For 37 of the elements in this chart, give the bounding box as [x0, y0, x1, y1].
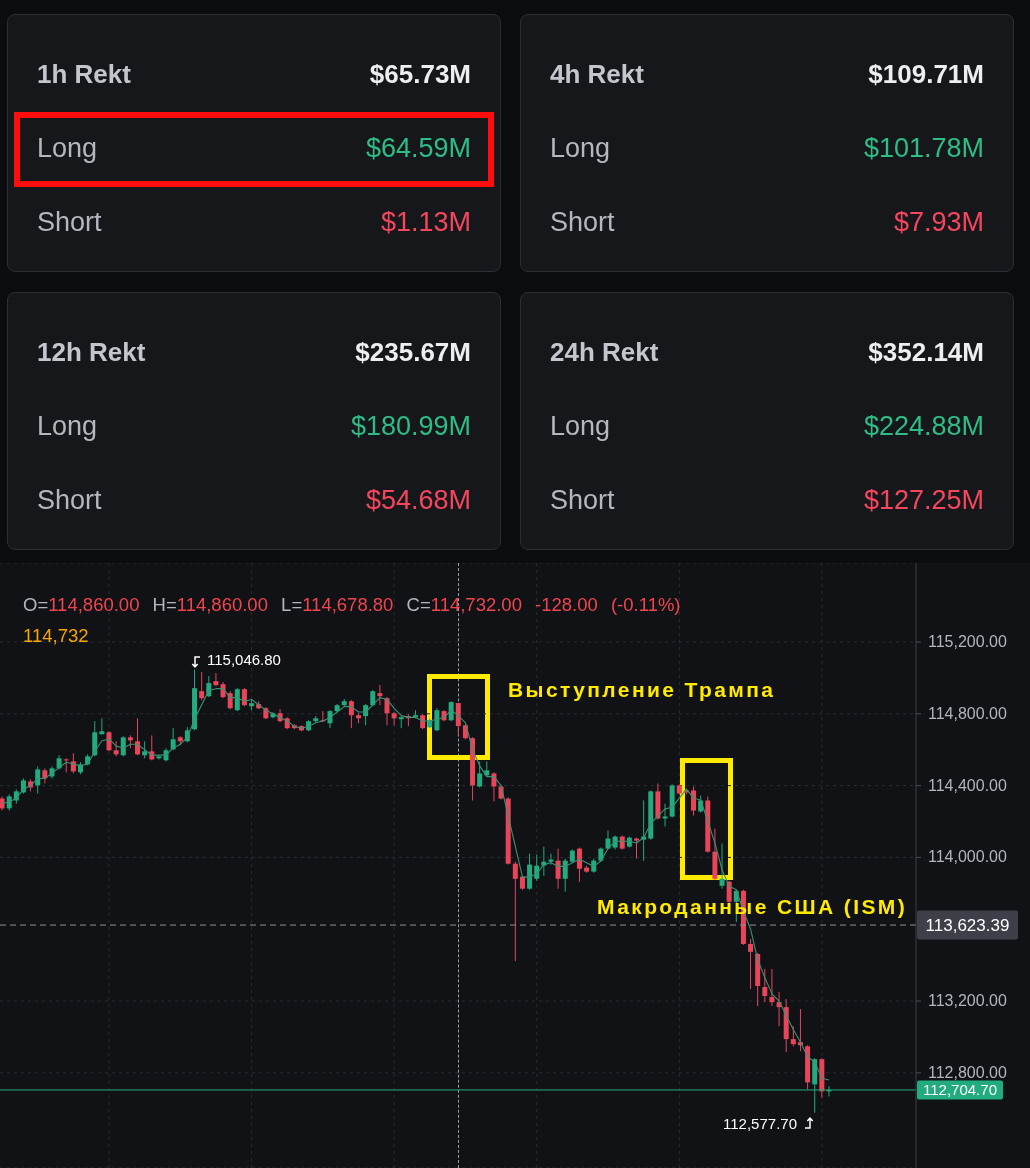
text: 4h Rekt: [550, 58, 644, 90]
text: $54.68M: [365, 484, 471, 515]
category-label: Short: [550, 484, 615, 516]
text: $127.25M: [863, 484, 984, 515]
category-label: Short: [37, 206, 102, 238]
y-tick-label: 113,200.00: [928, 992, 1007, 1010]
y-tick-label: 114,400.00: [928, 776, 1007, 794]
annotation: 114,732: [23, 624, 89, 648]
text: 12h Rekt: [37, 336, 146, 368]
y-tick-label: 112,800.00: [928, 1063, 1007, 1081]
category-label: Long: [550, 410, 611, 442]
text: $235.67M: [355, 336, 471, 368]
category-label: Short: [37, 484, 102, 516]
ref-line-label: 113,623.39: [925, 916, 1010, 936]
text: $224.88M: [863, 410, 984, 441]
y-tick-label: 114,800.00: [928, 704, 1007, 722]
text: 24h Rekt: [550, 336, 659, 368]
annotation: Выступление Трампа: [508, 677, 776, 703]
category-label: Long: [550, 132, 611, 164]
text: $101.78M: [863, 132, 984, 163]
annotation: 112,577.70: [723, 1114, 797, 1134]
annotation: O=114,860.00 H=114,860.00 L=114,678.80 C=114,732.00 -128.00 (-0.11%): [23, 594, 681, 615]
y-tick-label: 114,000.00: [928, 848, 1007, 866]
text: $109.71M: [868, 58, 984, 90]
text: $64.59M: [365, 132, 471, 163]
text: $7.93M: [893, 206, 984, 237]
text: $1.13M: [380, 206, 471, 237]
category-label: Long: [37, 410, 98, 442]
text: $180.99M: [350, 410, 471, 441]
category-label: Long: [37, 132, 98, 164]
text: 1h Rekt: [37, 58, 131, 90]
ref-line-label: 112,704.70: [923, 1080, 997, 1098]
text: $65.73M: [369, 58, 471, 90]
annotation: 115,046.80: [207, 650, 281, 670]
category-label: Short: [550, 206, 615, 238]
y-tick-label: 115,200.00: [928, 632, 1007, 650]
text: $352.14M: [868, 336, 984, 368]
